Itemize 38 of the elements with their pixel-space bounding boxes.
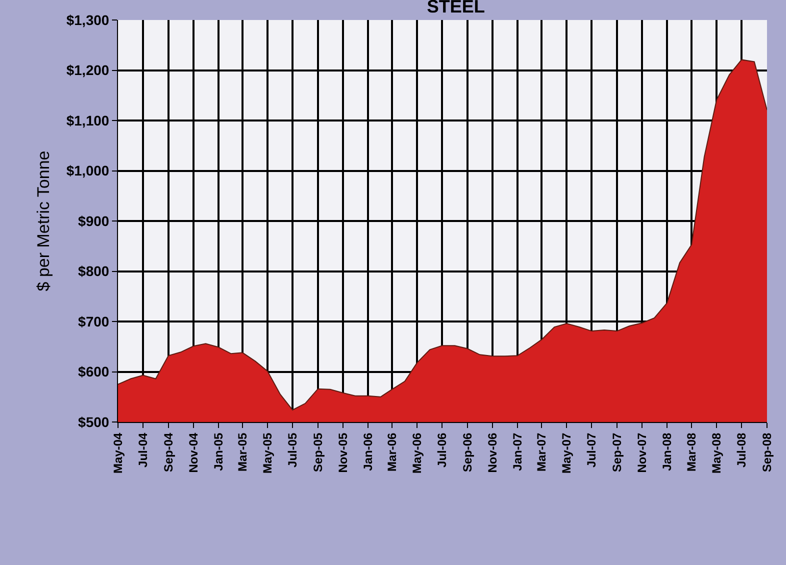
x-tick-label: Jan-05 bbox=[211, 432, 226, 471]
x-tick-label: Sep-07 bbox=[610, 432, 624, 472]
x-tick-label: Sep-05 bbox=[310, 432, 325, 472]
x-tick-label: May-06 bbox=[410, 432, 424, 474]
x-tick-label: May-04 bbox=[110, 432, 125, 474]
x-tick-label: Nov-07 bbox=[634, 432, 649, 473]
x-tick-label: Mar-05 bbox=[235, 432, 250, 472]
y-tick-label: $900 bbox=[78, 212, 110, 229]
x-tick-label: May-05 bbox=[260, 432, 274, 474]
x-tick-label: May-07 bbox=[560, 432, 574, 474]
x-tick-label: Nov-05 bbox=[336, 432, 350, 473]
x-tick-label: Nov-06 bbox=[485, 432, 500, 473]
x-tick-label: Sep-06 bbox=[460, 432, 474, 472]
x-tick-label: Jul-04 bbox=[136, 432, 150, 468]
x-tick-label: Jul-08 bbox=[734, 432, 748, 468]
x-tick-label: Jan-08 bbox=[660, 432, 674, 471]
y-tick-label: $1,200 bbox=[66, 62, 110, 78]
x-tick-label: Sep-08 bbox=[760, 432, 774, 472]
x-tick-label: Jan-06 bbox=[360, 432, 375, 471]
y-tick-label: $700 bbox=[78, 313, 110, 330]
y-tick-label: $800 bbox=[78, 263, 110, 280]
y-axis-title: $ per Metric Tonne bbox=[34, 150, 53, 292]
y-tick-label: $1,100 bbox=[66, 112, 110, 128]
chart-title: STEEL bbox=[426, 0, 485, 17]
x-tick-label: Jan-07 bbox=[510, 432, 524, 471]
y-tick-label: $1,300 bbox=[66, 12, 110, 28]
y-tick-label: $1,000 bbox=[66, 162, 110, 179]
x-tick-label: Jul-06 bbox=[434, 432, 449, 468]
x-tick-label: Mar-07 bbox=[534, 432, 549, 472]
x-tick-label: Jul-05 bbox=[285, 432, 300, 468]
x-tick-label: Mar-06 bbox=[385, 432, 399, 472]
x-tick-label: Nov-04 bbox=[186, 432, 200, 473]
y-tick-label: $600 bbox=[78, 364, 110, 380]
x-tick-label: Jul-07 bbox=[584, 432, 599, 468]
y-tick-label: $500 bbox=[78, 414, 110, 430]
x-tick-label: Mar-08 bbox=[684, 432, 699, 472]
x-tick-label: May-08 bbox=[710, 432, 724, 474]
x-tick-label: Sep-04 bbox=[161, 432, 176, 472]
